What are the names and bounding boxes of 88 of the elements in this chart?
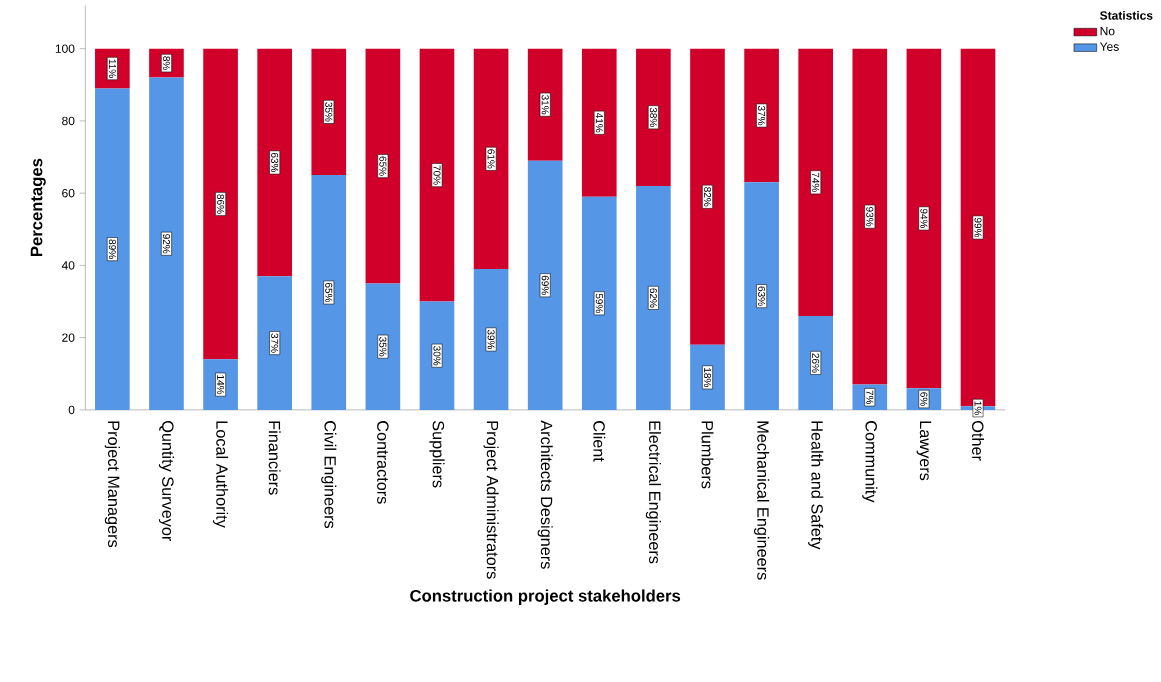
- y-tick-label: 80: [62, 116, 75, 126]
- bar: [311, 48, 347, 176]
- legend-title: Statistics: [1100, 11, 1153, 20]
- x-tick-label: Suppliers: [429, 421, 445, 488]
- bar: [95, 88, 130, 410]
- data-label: 38%: [649, 107, 657, 128]
- bar: [527, 160, 563, 410]
- bar: [473, 269, 509, 410]
- bar: [636, 186, 671, 410]
- bar: [581, 48, 617, 197]
- data-label: 30%: [433, 346, 441, 366]
- bar: [798, 48, 834, 317]
- y-tick-label: 40: [61, 261, 75, 270]
- data-label: 65%: [325, 283, 333, 303]
- bar: [852, 48, 888, 385]
- data-label: 63%: [271, 153, 279, 173]
- data-label: 14%: [217, 375, 225, 395]
- data-label: 35%: [325, 102, 333, 122]
- data-label: 6%: [920, 392, 928, 406]
- data-label: 94%: [920, 208, 928, 229]
- data-label: 8%: [162, 56, 171, 71]
- data-label: 63%: [758, 286, 766, 306]
- data-label: 99%: [974, 218, 982, 238]
- bar: [473, 48, 509, 270]
- data-label: 92%: [162, 234, 171, 254]
- data-label: 70%: [433, 165, 441, 185]
- bar: [365, 283, 401, 410]
- bar: [906, 48, 942, 389]
- data-label: 37%: [758, 105, 766, 126]
- data-label: 41%: [595, 113, 603, 133]
- data-label: 26%: [812, 353, 820, 373]
- bar: [690, 48, 725, 345]
- legend-label: No: [1100, 27, 1115, 36]
- x-tick-label: Client: [593, 421, 606, 462]
- bar: [744, 182, 779, 410]
- x-tick-label: Other: [972, 421, 984, 461]
- data-label: 59%: [595, 293, 603, 314]
- x-axis-title: Construction project stakeholders: [410, 589, 681, 606]
- y-tick-label: 60: [62, 189, 75, 198]
- data-label: 69%: [541, 275, 549, 295]
- y-tick-label: 20: [62, 333, 75, 342]
- bar: [527, 48, 563, 161]
- bar: [419, 301, 455, 410]
- bar: [257, 276, 292, 410]
- data-label: 65%: [379, 156, 387, 176]
- data-label: 31%: [541, 95, 549, 115]
- x-tick-label: Quntity Surveyor: [158, 421, 175, 542]
- data-label: 61%: [487, 149, 495, 169]
- data-label: 86%: [217, 194, 225, 214]
- x-tick-label: Community: [862, 421, 878, 503]
- bar: [203, 48, 238, 360]
- x-tick-label: Contractors: [377, 421, 389, 504]
- data-label: 62%: [649, 288, 657, 308]
- data-label: 18%: [703, 368, 712, 388]
- x-tick-label: Health and Safety: [808, 421, 824, 550]
- bar: [636, 48, 671, 187]
- x-tick-label: Architects Designers: [537, 420, 553, 569]
- y-tick-label: 100: [55, 44, 75, 54]
- bar: [365, 48, 401, 284]
- x-tick-label: Mechanical Engineers: [754, 421, 770, 580]
- bar: [419, 48, 455, 302]
- data-label: 1%: [974, 401, 982, 416]
- x-tick-label: Lawyers: [916, 421, 932, 481]
- x-tick-label: Financiers: [268, 421, 281, 495]
- bar: [581, 196, 617, 410]
- x-tick-label: Plumbers: [701, 421, 714, 489]
- bar: [257, 48, 292, 277]
- bar: [311, 175, 347, 410]
- x-tick-label: Civil Engineers: [321, 421, 337, 529]
- bar: [744, 48, 779, 183]
- data-label: 82%: [703, 187, 712, 207]
- legend-label: Yes: [1099, 42, 1119, 52]
- y-tick-label: 0: [68, 405, 75, 415]
- bar: [798, 316, 834, 410]
- x-tick-label: Local Authority: [213, 421, 229, 528]
- data-label: 11%: [108, 59, 116, 78]
- bar: [149, 77, 184, 410]
- data-label: 37%: [271, 333, 279, 353]
- data-label: 89%: [108, 239, 116, 259]
- data-label: 93%: [866, 207, 874, 227]
- x-tick-label: Project Administrators: [483, 421, 499, 579]
- x-tick-label: Electrical Engineers: [645, 421, 661, 564]
- data-label: 35%: [379, 337, 387, 357]
- data-label: 7%: [866, 390, 874, 405]
- y-axis-title: Percentages: [30, 158, 46, 257]
- x-tick-label: Project Managers: [104, 421, 120, 548]
- data-label: 39%: [487, 329, 495, 350]
- data-label: 74%: [812, 172, 820, 193]
